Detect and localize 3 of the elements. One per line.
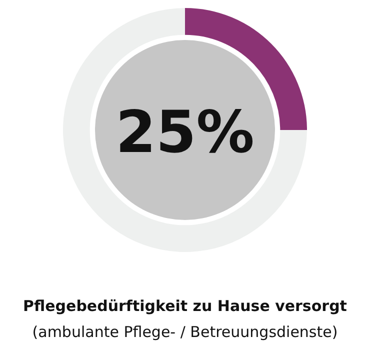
text: Pflegebedürftigkeit zu Hause versorgt (22, 297, 348, 315)
text: 25% (114, 98, 256, 166)
text: (ambulante Pflege- / Betreuungsdienste) (31, 323, 339, 341)
